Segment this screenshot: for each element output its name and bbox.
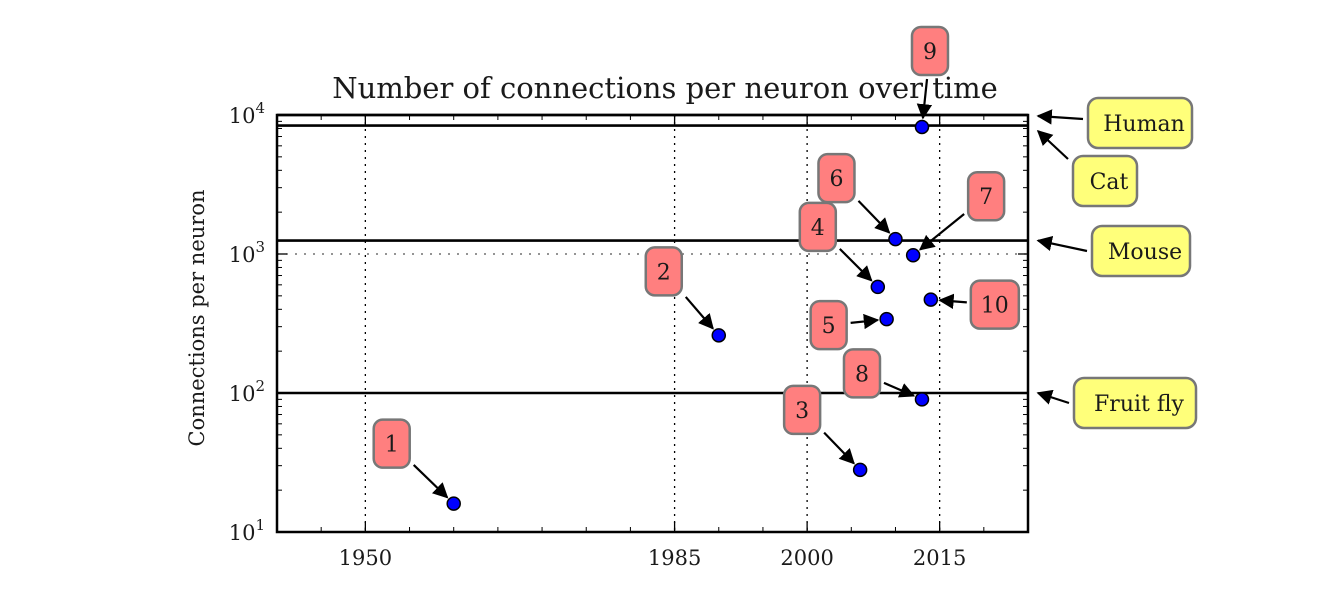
y-tick-label: 101 <box>229 516 265 545</box>
y-tick-label: 104 <box>229 99 265 128</box>
chart-title: Number of connections per neuron over ti… <box>332 71 998 105</box>
annotation-box <box>782 384 822 436</box>
plot-frame <box>275 113 1030 534</box>
annotation-box <box>809 299 848 351</box>
y-tick-label: 103 <box>229 238 265 267</box>
y-tick-exponent: 1 <box>255 516 265 534</box>
y-tick-base: 10 <box>229 521 256 545</box>
annotation-label: 7 <box>979 185 993 210</box>
annotation-box <box>798 201 838 253</box>
annotation-box <box>966 170 1006 222</box>
reference-annotations: Fruit fly Mouse Cat Human <box>1036 96 1198 430</box>
reference-arrow <box>1036 235 1088 253</box>
annotation-label: 9 <box>923 40 937 65</box>
annotation-box <box>372 418 411 469</box>
annotation-arrow <box>850 313 880 330</box>
data-point <box>905 247 921 263</box>
reference-label: Mouse <box>1108 240 1182 265</box>
reference-label: Fruit fly <box>1094 392 1184 417</box>
data-point <box>879 311 894 327</box>
y-tick-exponent: 2 <box>255 377 265 395</box>
annotation-box <box>842 348 882 399</box>
annotation-arrow <box>938 293 967 310</box>
annotation-box <box>910 25 950 77</box>
reference-box <box>1086 96 1194 150</box>
data-point <box>923 292 939 307</box>
y-axis-label: Connections per neuron <box>185 190 209 447</box>
data-point <box>914 392 930 407</box>
reference-box <box>1090 224 1192 278</box>
annotation-label: 4 <box>811 216 825 241</box>
x-tick-labels: 1950 1985 2000 2015 <box>339 546 967 570</box>
annotation-label: 8 <box>855 362 869 387</box>
y-tick-base: 10 <box>229 104 256 128</box>
annotation-box <box>644 246 684 297</box>
annotation-arrow <box>918 213 965 251</box>
reference-label: Human <box>1103 112 1185 137</box>
annotation-label: 3 <box>795 399 809 424</box>
data-points <box>446 119 939 511</box>
reference-arrow <box>1036 109 1084 125</box>
point-annotations: 1 2 3 4 5 6 7 8 9 10 <box>372 25 1021 499</box>
x-tick-label: 1950 <box>339 546 392 570</box>
y-tick-base: 10 <box>229 382 256 406</box>
annotation-label: 6 <box>829 167 843 192</box>
reference-label: Cat <box>1090 170 1129 195</box>
annotation-arrow <box>857 200 891 234</box>
reference-box <box>1072 376 1198 430</box>
annotation-arrow <box>916 78 933 120</box>
gridlines <box>277 115 1028 532</box>
x-tick-label: 2000 <box>780 546 833 570</box>
data-point <box>711 328 727 343</box>
data-point <box>888 231 903 247</box>
data-point <box>446 496 461 511</box>
x-tick-label: 2015 <box>913 546 966 570</box>
x-tick-label: 1985 <box>648 546 701 570</box>
annotation-arrow <box>839 248 873 282</box>
annotation-label: 1 <box>385 433 399 458</box>
annotation-arrow <box>412 464 449 499</box>
y-tick-label: 102 <box>229 377 265 406</box>
annotation-label: 2 <box>657 260 671 285</box>
y-tick-exponent: 3 <box>255 238 265 256</box>
annotation-label: 10 <box>981 294 1009 319</box>
y-tick-exponent: 4 <box>255 99 265 117</box>
y-tick-base: 10 <box>229 243 256 267</box>
reference-box <box>1071 154 1139 208</box>
annotation-arrow <box>883 381 916 398</box>
data-point <box>852 462 868 478</box>
data-point <box>914 119 930 135</box>
annotation-arrow <box>684 296 714 330</box>
axis-ticks <box>277 114 1028 533</box>
data-point <box>870 279 886 295</box>
annotation-box <box>969 279 1021 330</box>
reference-arrow <box>1036 389 1070 405</box>
annotation-arrow <box>823 431 855 465</box>
annotation-label: 5 <box>822 314 836 339</box>
reference-arrow <box>1036 129 1069 160</box>
annotation-box <box>817 152 856 204</box>
